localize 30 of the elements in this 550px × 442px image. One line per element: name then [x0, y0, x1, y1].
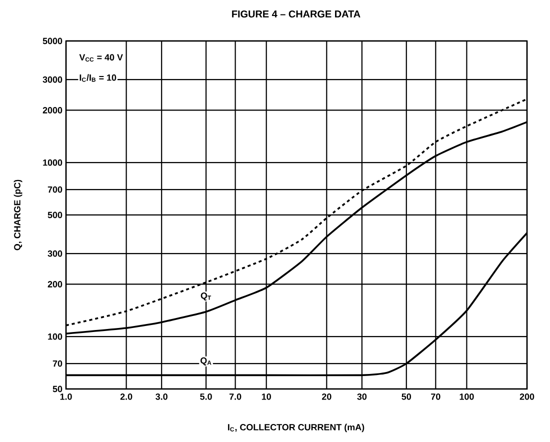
y-tick-label: 100 [48, 333, 62, 340]
y-tick-label: 3000 [42, 76, 62, 83]
chart-title: FIGURE 4 – CHARGE DATA [232, 10, 360, 18]
y-tick-label: 300 [48, 250, 62, 257]
y-tick-label: 700 [48, 186, 62, 193]
x-tick-label: 1.0 [60, 393, 72, 400]
x-tick-label: 30 [357, 393, 367, 400]
y-tick-label: 50 [52, 386, 62, 392]
x-tick-label: 3.0 [156, 393, 168, 400]
y-tick-label: 200 [48, 281, 62, 288]
x-tick-label: 100 [460, 393, 474, 400]
x-axis-title: I$_{C}$, COLLECTOR CURRENT (mA) [228, 424, 364, 432]
x-tick-label: 50 [402, 393, 412, 400]
y-tick-label: 500 [48, 212, 62, 218]
y-tick-label: 70 [52, 360, 62, 367]
y-axis-title: Q, CHARGE (pC) [14, 180, 22, 250]
x-tick-label: 2.0 [120, 393, 132, 400]
x-tick-label: 70 [431, 393, 440, 400]
annotation: I$_{C}$/I$_{B}$ = 10 [80, 74, 116, 82]
annotation: Q$_{T}$ [200, 292, 212, 301]
x-tick-label: 20 [322, 393, 332, 400]
y-tick-label: 1000 [43, 159, 62, 166]
annotation: Q$_{A}$ [200, 357, 212, 366]
annotation: V$_{CC}$ = 40 V [79, 54, 123, 62]
x-tick-label: 5.0 [200, 393, 212, 400]
x-tick-label: 7.0 [229, 393, 242, 400]
x-tick-label: 200 [520, 393, 534, 400]
y-tick-label: 2000 [42, 107, 62, 114]
x-tick-label: 10 [262, 393, 271, 400]
y-tick-label: 5000 [42, 38, 62, 44]
